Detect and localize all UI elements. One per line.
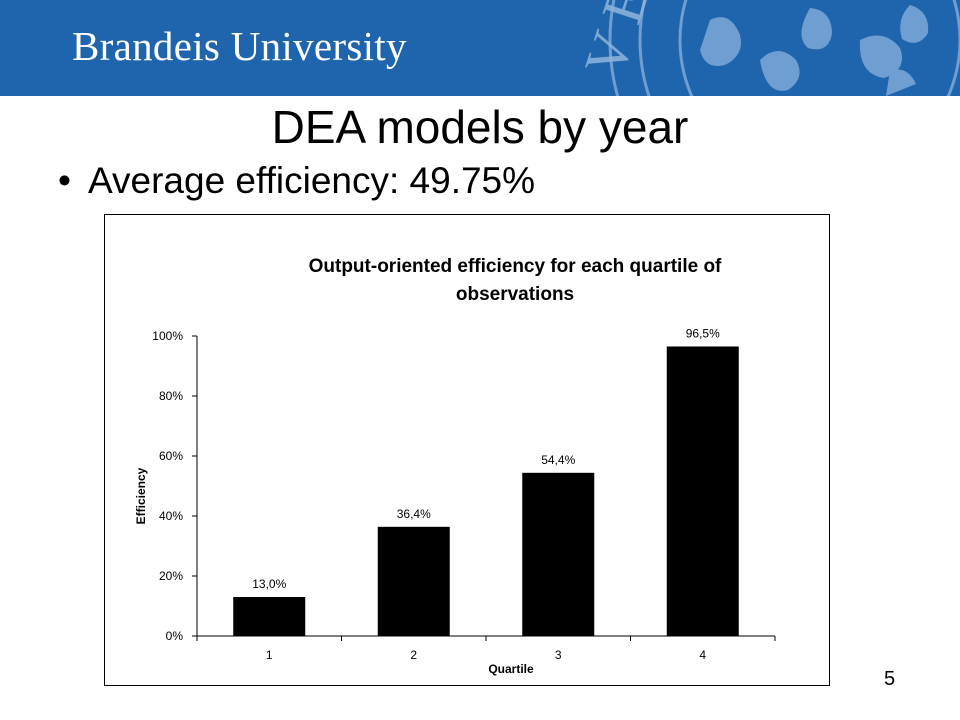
chart-title-line: observations (456, 284, 574, 305)
bar (233, 597, 306, 636)
x-tick-label: 1 (266, 648, 273, 662)
bar-data-label: 96,5% (686, 327, 720, 341)
chart-container: Output-oriented efficiency for each quar… (104, 214, 830, 686)
page-number: 5 (884, 668, 896, 690)
y-tick-label: 20% (159, 569, 183, 583)
svg-text:V E M: V E M (572, 0, 682, 83)
x-tick-label: 4 (699, 648, 706, 662)
bullet-item: • Average efficiency: 49.75% (58, 160, 535, 202)
bar (666, 346, 739, 636)
y-tick-label: 80% (159, 389, 183, 403)
y-axis-title: Efficiency (134, 467, 148, 524)
x-axis-title: Quartile (488, 662, 534, 676)
university-seal-icon: V E M (572, 0, 960, 96)
header-banner: Brandeis University V E M (0, 0, 960, 96)
x-tick-label: 3 (555, 648, 562, 662)
brand-wordmark: Brandeis University (72, 23, 407, 69)
y-tick-label: 60% (159, 449, 183, 463)
y-tick-label: 0% (166, 629, 184, 643)
chart-title-line: Output-oriented efficiency for each quar… (309, 256, 722, 277)
y-tick-label: 40% (159, 509, 183, 523)
x-tick-label: 2 (410, 648, 417, 662)
bullet-text: Average efficiency: 49.75% (88, 160, 536, 201)
bar-data-label: 36,4% (397, 507, 431, 521)
bar-data-label: 13,0% (252, 577, 286, 591)
slide-title: DEA models by year (271, 101, 689, 153)
bar (522, 472, 595, 636)
bullet-dot-icon: • (58, 160, 71, 201)
bar-data-label: 54,4% (541, 453, 575, 467)
bar-chart: Output-oriented efficiency for each quar… (134, 256, 776, 676)
bar (377, 526, 450, 636)
y-tick-label: 100% (152, 329, 183, 343)
